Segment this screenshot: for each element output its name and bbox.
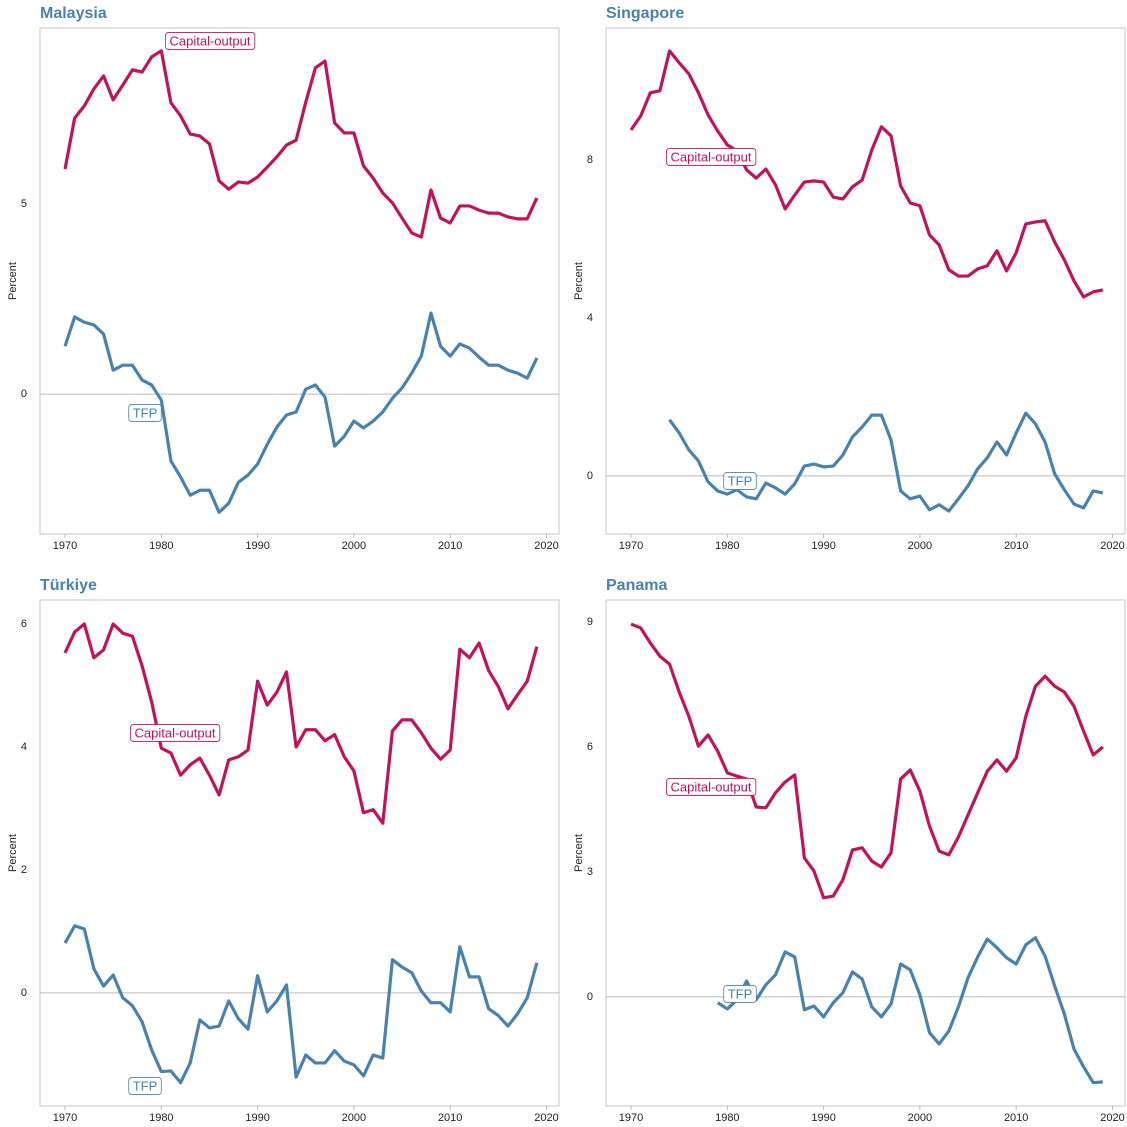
panel-title: Malaysia (40, 5, 107, 22)
x-tick-label: 1970 (53, 1112, 77, 1124)
x-tick-label: 1970 (619, 1112, 643, 1124)
x-tick-label: 1980 (715, 540, 739, 552)
y-tick-label: 6 (587, 741, 593, 753)
y-tick-label: 0 (587, 991, 593, 1003)
series-label-box (130, 724, 221, 742)
panel: Panama Percent 0 3 6 9 1970 1980 1990 2000 2010 202… (573, 577, 1126, 1124)
x-tick-label: 2010 (1004, 1112, 1028, 1124)
x-tick-label: 2000 (908, 1112, 932, 1124)
series-label: Capital-output (165, 32, 256, 50)
plot-frame (39, 27, 560, 535)
y-tick-label: 5 (21, 198, 27, 210)
series-label: TFP (128, 404, 162, 422)
series-line (630, 622, 1104, 900)
y-tick-label: 0 (587, 470, 593, 482)
panel: Malaysia Percent 0 5 1970 1980 1990 2000 2010 202… (7, 5, 560, 552)
x-tick-label: 2020 (1100, 1112, 1124, 1124)
series-label: TFP (128, 1077, 162, 1095)
panel-title: Türkiye (40, 577, 97, 594)
series-line (668, 411, 1104, 513)
series-label-box (666, 778, 757, 796)
x-tick-label: 1980 (149, 540, 173, 552)
series-label-text: TFP (728, 473, 753, 488)
panel: Singapore Percent 0 4 8 1970 1980 1990 2000 2010 2… (573, 5, 1126, 552)
x-tick-label: 2000 (342, 1112, 366, 1124)
series-label-box (128, 404, 162, 422)
series-line (63, 924, 539, 1085)
series-label-box (165, 32, 256, 50)
x-tick-label: 1970 (619, 540, 643, 552)
panel-title: Panama (606, 577, 667, 594)
series-label-box (128, 1077, 162, 1095)
x-tick-label: 2020 (1100, 540, 1124, 552)
x-tick-label: 2020 (534, 540, 558, 552)
series-line (63, 49, 539, 239)
series-label-text: Capital-output (170, 33, 251, 48)
series-line (629, 49, 1104, 299)
series-line (716, 936, 1103, 1085)
series-label-text: Capital-output (671, 779, 752, 794)
y-tick-label: 0 (21, 388, 27, 400)
y-tick-label: 4 (21, 741, 27, 753)
y-axis-label: Percent (7, 834, 19, 872)
y-tick-label: 2 (21, 864, 27, 876)
panel-title: Singapore (606, 5, 684, 22)
y-tick-label: 6 (21, 618, 27, 630)
y-tick-label: 8 (587, 154, 593, 166)
plot-frame (605, 27, 1126, 535)
series-label: TFP (723, 985, 757, 1003)
x-tick-label: 2000 (342, 540, 366, 552)
series-label-text: Capital-output (671, 149, 752, 164)
x-tick-label: 1990 (811, 1112, 835, 1124)
y-tick-label: 3 (587, 866, 593, 878)
series-label: TFP (723, 472, 757, 490)
x-tick-label: 2010 (438, 540, 462, 552)
series-label-box (723, 472, 757, 490)
y-axis-label: Percent (573, 834, 585, 872)
series-label-box (723, 985, 757, 1003)
series-label-text: TFP (133, 1078, 158, 1093)
x-tick-label: 1980 (715, 1112, 739, 1124)
series-label-text: Capital-output (135, 725, 216, 740)
plot-frame (605, 599, 1126, 1107)
x-tick-label: 2020 (534, 1112, 558, 1124)
y-tick-label: 4 (587, 312, 593, 324)
y-axis-label: Percent (573, 262, 585, 300)
series-label-text: TFP (133, 405, 158, 420)
series-line (63, 622, 539, 825)
series-line (63, 311, 539, 514)
x-tick-label: 1990 (811, 540, 835, 552)
x-tick-label: 1980 (149, 1112, 173, 1124)
plot-frame (39, 599, 560, 1107)
x-tick-label: 2010 (438, 1112, 462, 1124)
x-tick-label: 1970 (53, 540, 77, 552)
y-tick-label: 0 (21, 987, 27, 999)
panel: Türkiye Percent 0 2 4 6 1970 1980 1990 2000 2010 20… (7, 577, 560, 1124)
series-label: Capital-output (130, 724, 221, 742)
x-tick-label: 1990 (245, 1112, 269, 1124)
x-tick-label: 2010 (1004, 540, 1028, 552)
y-axis-label: Percent (7, 262, 19, 300)
series-label-box (666, 148, 757, 166)
series-label-text: TFP (728, 986, 753, 1001)
x-tick-label: 1990 (245, 540, 269, 552)
series-label: Capital-output (666, 778, 757, 796)
series-label: Capital-output (666, 148, 757, 166)
y-tick-label: 9 (587, 616, 593, 628)
x-tick-label: 2000 (908, 540, 932, 552)
